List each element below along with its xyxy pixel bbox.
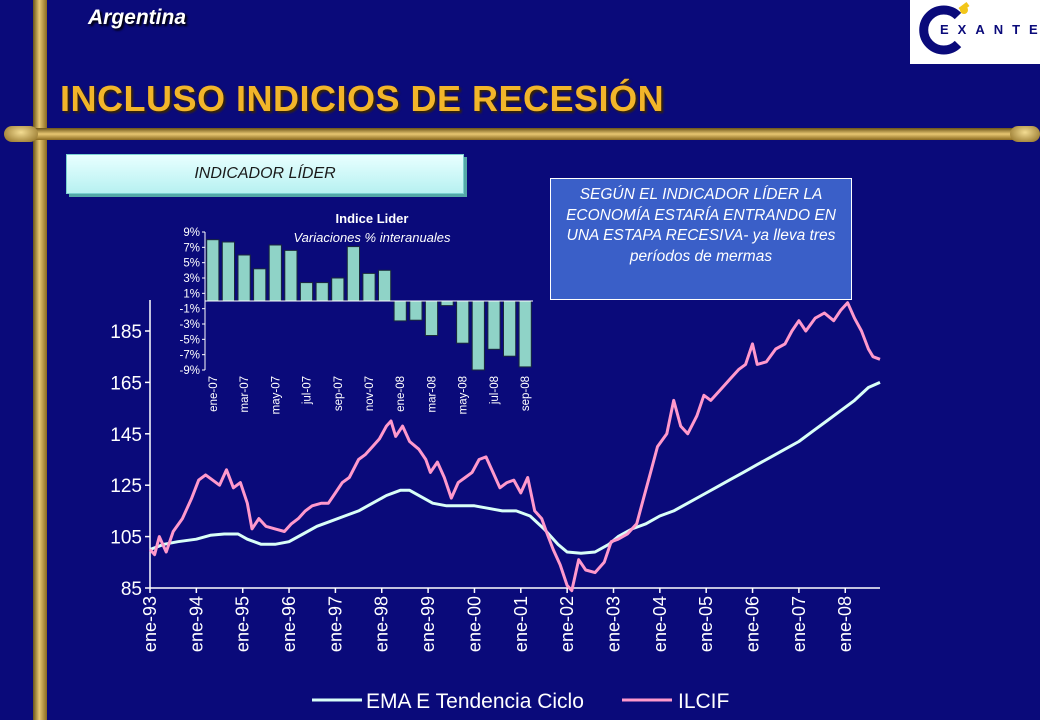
note-text: SEGÚN EL INDICADOR LÍDER LA ECONOMÍA EST…	[566, 186, 836, 265]
x-tick-label: ene-01	[511, 596, 531, 652]
inset-bar	[253, 268, 267, 302]
series-line-ilcif	[148, 301, 881, 593]
logo-c-icon	[919, 2, 970, 55]
x-tick-label: ene-08	[835, 596, 855, 652]
inset-bar	[487, 300, 501, 350]
gold-vertical-bar	[33, 0, 47, 720]
inset-y-tick-label: -9%	[180, 365, 200, 377]
inset-y-tick-label: 3%	[183, 273, 200, 285]
inset-x-tick-label: sep-08	[520, 376, 532, 411]
x-tick-label: ene-02	[557, 596, 577, 652]
y-tick-label: 85	[121, 579, 142, 600]
inset-y-tick-label: 5%	[183, 258, 200, 270]
inset-bar	[503, 300, 517, 357]
inset-y-tick-label: 7%	[183, 242, 200, 254]
country-label: Argentina	[88, 6, 187, 29]
gold-bar-knob-right	[1010, 126, 1040, 142]
inset-bar	[393, 300, 407, 322]
x-tick-label: ene-04	[650, 596, 670, 652]
inset-y-tick-label: 9%	[183, 227, 200, 239]
inset-x-tick-label: may-07	[270, 376, 282, 414]
logo-text: EXANTE	[940, 22, 1040, 37]
inset-bar	[362, 272, 376, 302]
inset-x-tick-label: jul-07	[302, 376, 314, 405]
inset-bar	[471, 300, 485, 371]
inset-bar	[518, 300, 532, 368]
inset-title: Indice Lider	[336, 211, 409, 226]
inset-y-tick-label: 1%	[183, 288, 200, 300]
y-tick-label: 125	[110, 476, 142, 497]
inset-bar	[440, 300, 454, 307]
inset-bar	[456, 300, 470, 344]
inset-bar	[299, 282, 314, 302]
x-tick-label: ene-95	[233, 596, 253, 652]
inset-bar-chart: Indice Lider Variaciones % interanuales 9%…	[180, 211, 533, 414]
inset-subtitle: Variaciones % interanuales	[293, 230, 451, 245]
y-tick-label: 145	[110, 425, 142, 446]
x-tick-label: ene-03	[603, 596, 623, 652]
inset-x-tick-label: nov-07	[364, 376, 376, 411]
inset-bar	[331, 277, 345, 302]
inset-y-tick-label: -3%	[180, 319, 200, 331]
inset-x-tick-label: mar-08	[426, 376, 438, 412]
inset-bar	[284, 249, 298, 302]
inset-y-tick-label: -5%	[180, 334, 200, 346]
series-line-ema	[149, 381, 881, 555]
x-tick-label: ene-05	[696, 596, 716, 652]
main-chart-lines	[148, 301, 881, 593]
y-tick-label: 185	[110, 322, 142, 343]
legend-label-ema: EMA E Tendencia Ciclo	[366, 690, 584, 713]
inset-bar	[268, 244, 282, 302]
legend-label-ilcif: ILCIF	[678, 690, 729, 713]
inset-bar	[346, 246, 360, 302]
inset-bar	[409, 300, 423, 321]
x-tick-label: ene-99	[418, 596, 438, 652]
note-box: SEGÚN EL INDICADOR LÍDER LA ECONOMÍA EST…	[550, 178, 852, 300]
inset-x-tick-label: ene-07	[208, 376, 220, 412]
main-chart-axes: 85 105 125 145 165 185 ene-93 ene-94 ene-95 ene-9…	[110, 300, 880, 652]
y-tick-label: 165	[110, 373, 142, 394]
x-tick-label: ene-94	[186, 596, 206, 652]
x-tick-label: ene-06	[743, 596, 763, 652]
x-tick-label: ene-96	[279, 596, 299, 652]
inset-bar	[221, 241, 236, 302]
inset-bar	[424, 300, 439, 336]
slide-title: INCLUSO INDICIOS DE RECESIÓN	[60, 78, 665, 119]
exante-logo: EXANTE	[910, 0, 1040, 64]
inset-x-tick-label: may-08	[458, 376, 470, 414]
x-tick-label: ene-00	[464, 596, 484, 652]
inset-x-tick-label: jul-08	[489, 376, 501, 405]
x-tick-label: ene-97	[325, 596, 345, 652]
x-tick-label: ene-07	[789, 596, 809, 652]
inset-bar	[206, 239, 220, 302]
inset-x-tick-label: sep-07	[333, 376, 345, 411]
section-label: INDICADOR LÍDER	[66, 154, 464, 194]
inset-y-tick-label: -7%	[180, 350, 200, 362]
x-tick-label: ene-98	[372, 596, 392, 652]
y-tick-label: 105	[110, 528, 142, 549]
inset-y-tick-label: -1%	[180, 304, 200, 316]
gold-bar-knob-left	[4, 126, 38, 142]
inset-bar	[315, 282, 329, 302]
inset-x-tick-label: ene-08	[395, 376, 407, 412]
chart-legend: EMA E Tendencia Ciclo ILCIF	[312, 690, 729, 713]
inset-bar	[237, 254, 251, 302]
gold-horizontal-bar	[10, 128, 1035, 140]
inset-x-tick-label: mar-07	[239, 376, 251, 412]
inset-bar	[378, 269, 392, 302]
x-tick-label: ene-93	[140, 596, 160, 652]
